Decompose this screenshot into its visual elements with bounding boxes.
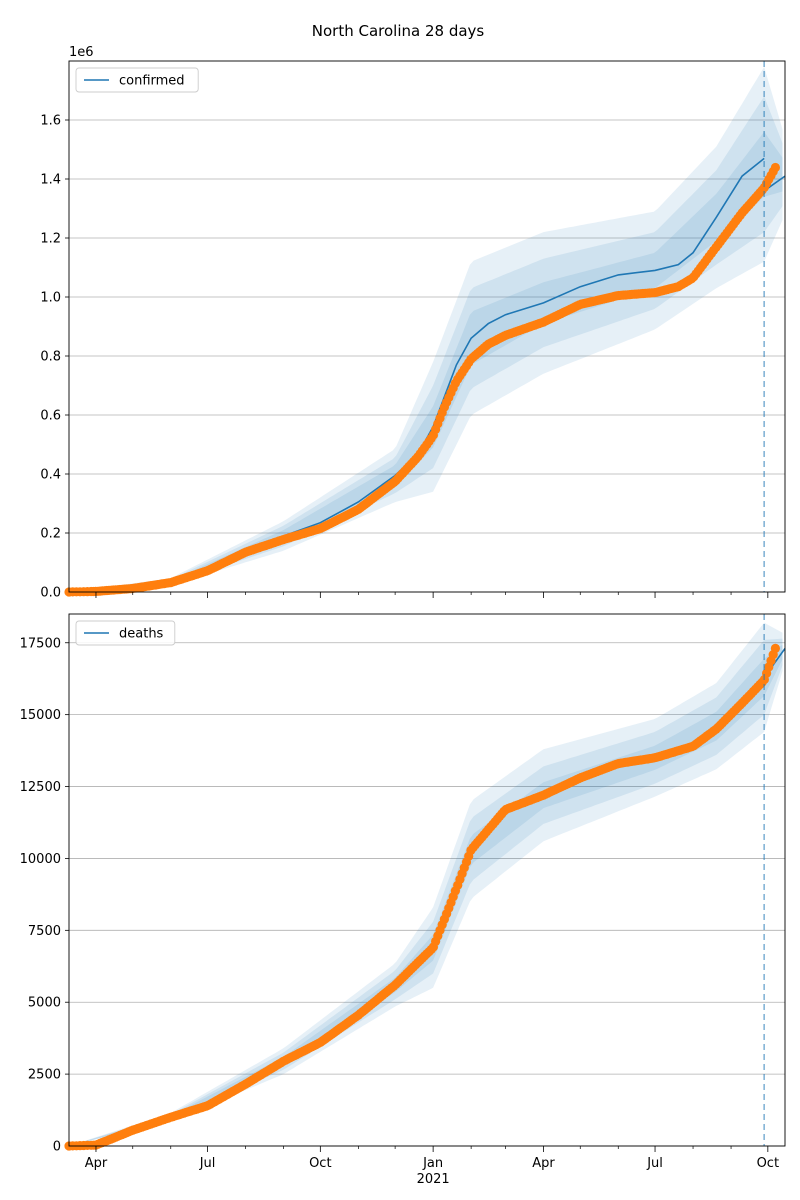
y-tick-label: 1.0 [40,291,61,306]
confirmed-panel: 0.0 0.2 0.4 0.6 0.8 1.0 1.2 1.4 1.6 1e6 confirmed [40,45,786,601]
uncertainty-band [69,96,783,593]
y-tick-label: 0.4 [40,468,61,483]
x-year-label: 2021 [417,1172,450,1187]
y-tick-label: 0.0 [40,586,61,601]
y-tick-label: 17500 [20,636,61,651]
x-tick-label: Jan [422,1156,443,1171]
y-tick-label: 10000 [20,852,61,867]
y-tick-label: 12500 [20,780,61,795]
legend: deaths [75,620,176,646]
y-tick-label: 1.6 [40,114,61,129]
observed-point [86,586,96,597]
y-tick-label: 0.6 [40,409,61,424]
y-tick-label: 15000 [20,708,61,723]
x-tick-label: Apr [532,1156,555,1171]
observed-point [770,643,781,654]
deaths-panel: 0 2500 5000 7500 10000 12500 15000 17500 Apr Jul O… [20,613,786,1187]
observed-point [86,1140,96,1150]
uncertainty-band [69,622,783,1146]
y-tick-label: 0.2 [40,527,61,542]
chart-title: North Carolina 28 days [312,22,485,40]
observed-point [770,162,781,173]
y-tick-label: 2500 [28,1068,61,1083]
legend-label: confirmed [119,74,185,89]
legend-box [75,620,176,646]
x-tick-label: Apr [85,1156,108,1171]
y-tick-label: 1.4 [40,173,61,188]
y-tick-label: 5000 [28,996,61,1011]
y-offset-label: 1e6 [69,45,94,60]
uncertainty-band [69,66,783,592]
legend-box [75,67,199,93]
y-tick-label: 0 [53,1140,61,1155]
x-tick-label: Oct [309,1156,331,1171]
legend: confirmed [75,67,199,93]
y-tick-label: 1.2 [40,232,61,247]
y-tick-label: 0.8 [40,350,61,365]
x-tick-label: Oct [757,1156,779,1171]
x-tick-label: Jul [199,1156,216,1171]
x-tick-label: Jul [646,1156,663,1171]
axes-frame [68,60,786,593]
legend-label: deaths [119,627,164,642]
y-tick-label: 7500 [28,924,61,939]
axes-frame [68,613,786,1147]
